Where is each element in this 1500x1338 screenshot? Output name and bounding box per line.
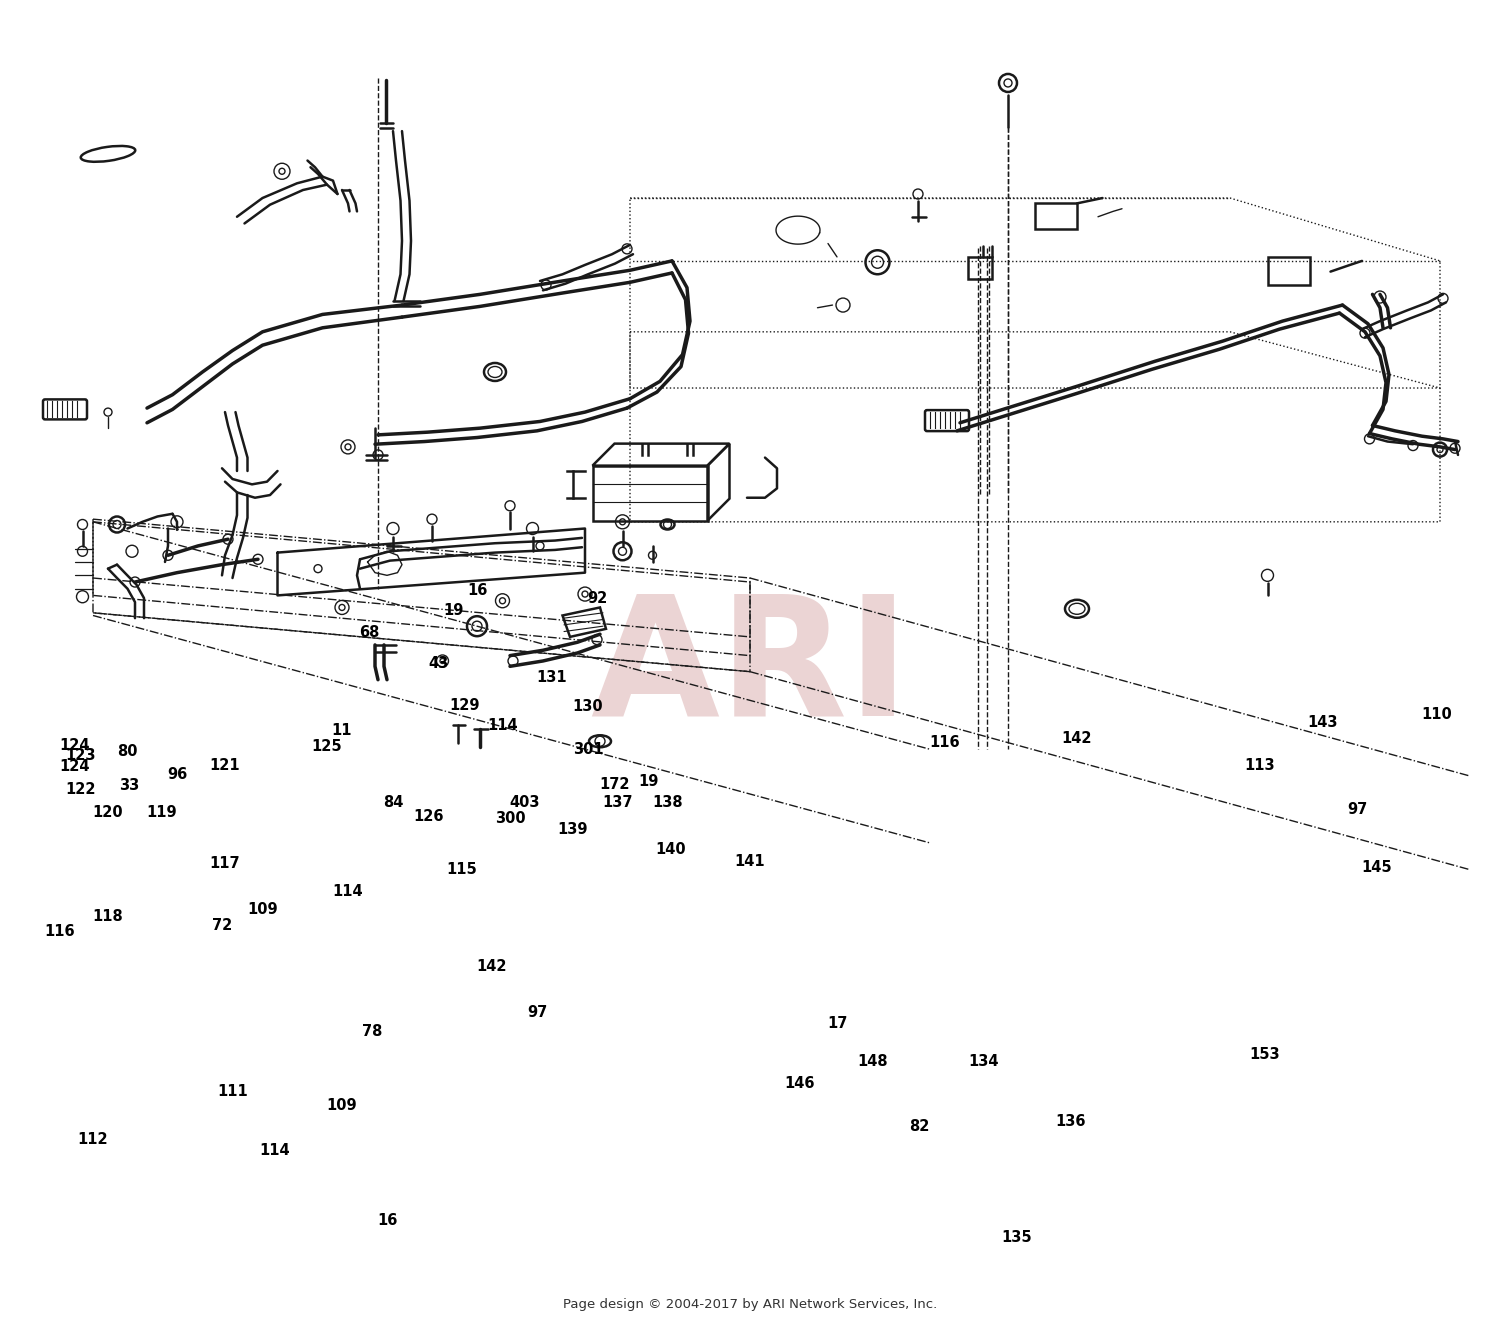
Text: 125: 125 (312, 739, 342, 755)
Text: 115: 115 (447, 862, 477, 878)
Text: 118: 118 (93, 909, 123, 925)
Text: 97: 97 (1347, 801, 1368, 818)
Text: 123: 123 (66, 748, 96, 764)
Text: 68: 68 (358, 625, 380, 641)
Text: 139: 139 (558, 822, 588, 838)
Text: 172: 172 (600, 776, 630, 792)
Text: 141: 141 (735, 854, 765, 870)
Text: 137: 137 (603, 795, 633, 811)
Text: 11: 11 (332, 723, 352, 739)
Text: 78: 78 (362, 1024, 382, 1040)
Text: 121: 121 (210, 757, 240, 773)
Text: 82: 82 (909, 1119, 930, 1135)
Text: 301: 301 (573, 741, 603, 757)
Text: 138: 138 (652, 795, 682, 811)
Text: 109: 109 (248, 902, 278, 918)
Text: 129: 129 (450, 697, 480, 713)
Text: 116: 116 (45, 923, 75, 939)
Text: 143: 143 (1308, 714, 1338, 731)
Text: 146: 146 (784, 1076, 814, 1092)
Text: 111: 111 (217, 1084, 248, 1100)
Bar (968, 257, 992, 278)
Text: 80: 80 (117, 744, 138, 760)
Bar (1035, 203, 1077, 229)
Text: 124: 124 (60, 737, 90, 753)
Text: 16: 16 (466, 582, 488, 598)
Text: 114: 114 (260, 1143, 290, 1159)
Text: 135: 135 (1002, 1230, 1032, 1246)
Text: 109: 109 (327, 1097, 357, 1113)
Text: 33: 33 (118, 777, 140, 793)
Text: 126: 126 (414, 808, 444, 824)
Text: 84: 84 (382, 795, 404, 811)
Text: 403: 403 (510, 795, 540, 811)
Text: 142: 142 (477, 958, 507, 974)
Text: 19: 19 (442, 602, 464, 618)
Bar (1268, 257, 1310, 285)
Text: 17: 17 (827, 1016, 848, 1032)
Text: 124: 124 (60, 759, 90, 775)
Text: 153: 153 (1250, 1046, 1280, 1062)
Text: 116: 116 (930, 735, 960, 751)
Text: ARI: ARI (591, 587, 909, 751)
Text: 300: 300 (495, 811, 525, 827)
Text: 120: 120 (93, 804, 123, 820)
Text: 114: 114 (488, 717, 518, 733)
Text: 134: 134 (969, 1053, 999, 1069)
Bar (592, 466, 708, 520)
Text: 119: 119 (147, 804, 177, 820)
Text: 72: 72 (211, 918, 232, 934)
Text: 16: 16 (376, 1212, 398, 1228)
Text: 142: 142 (1062, 731, 1092, 747)
Text: 112: 112 (78, 1132, 108, 1148)
Text: 19: 19 (638, 773, 658, 789)
Text: 96: 96 (166, 767, 188, 783)
Text: 140: 140 (656, 842, 686, 858)
Text: 113: 113 (1245, 757, 1275, 773)
Text: 114: 114 (333, 883, 363, 899)
Text: 130: 130 (573, 698, 603, 714)
Text: 43: 43 (427, 656, 448, 672)
Text: 148: 148 (858, 1053, 888, 1069)
Text: 97: 97 (526, 1005, 548, 1021)
Text: 145: 145 (1362, 859, 1392, 875)
Text: 110: 110 (1422, 706, 1452, 723)
Text: 117: 117 (210, 855, 240, 871)
Text: 136: 136 (1056, 1113, 1086, 1129)
Text: 92: 92 (586, 590, 608, 606)
Text: 122: 122 (66, 781, 96, 797)
Text: 131: 131 (537, 669, 567, 685)
Text: Page design © 2004-2017 by ARI Network Services, Inc.: Page design © 2004-2017 by ARI Network S… (562, 1298, 938, 1311)
